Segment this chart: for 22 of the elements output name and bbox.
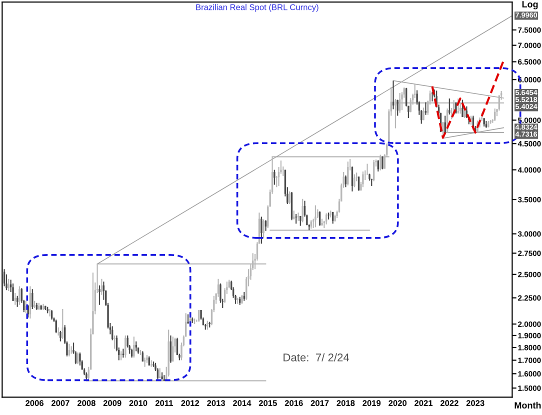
x-tick-label: 2006: [26, 400, 44, 406]
x-tick-label: 2020: [388, 400, 407, 406]
x-tick-label: 2013: [207, 400, 226, 406]
x-tick-label: 2009: [103, 400, 122, 406]
x-tick-label: 2023: [466, 400, 484, 406]
x-tick-label: 2019: [362, 400, 381, 406]
x-tick-label: 2016: [284, 400, 303, 406]
x-tick-label: 2022: [440, 400, 458, 406]
text: Log: [522, 1, 538, 10]
text: Month: [514, 402, 541, 409]
x-tick-label: 2008: [77, 400, 96, 406]
x-tick-label: 2018: [336, 400, 355, 406]
x-tick-label: 2010: [129, 400, 148, 406]
x-tick-label: 2012: [181, 400, 200, 406]
x-tick-label: 2017: [310, 400, 329, 406]
x-tick-label: 2015: [258, 400, 277, 406]
x-tick-label: 2007: [51, 400, 70, 406]
chart-title: Brazilian Real Spot (BRL Curncy): [196, 4, 318, 12]
x-tick-label: 2014: [233, 400, 252, 406]
x-tick-label: 2021: [414, 400, 433, 406]
annotation: Date: 7/ 2/24: [284, 353, 350, 362]
x-tick-label: 2011: [155, 400, 173, 406]
